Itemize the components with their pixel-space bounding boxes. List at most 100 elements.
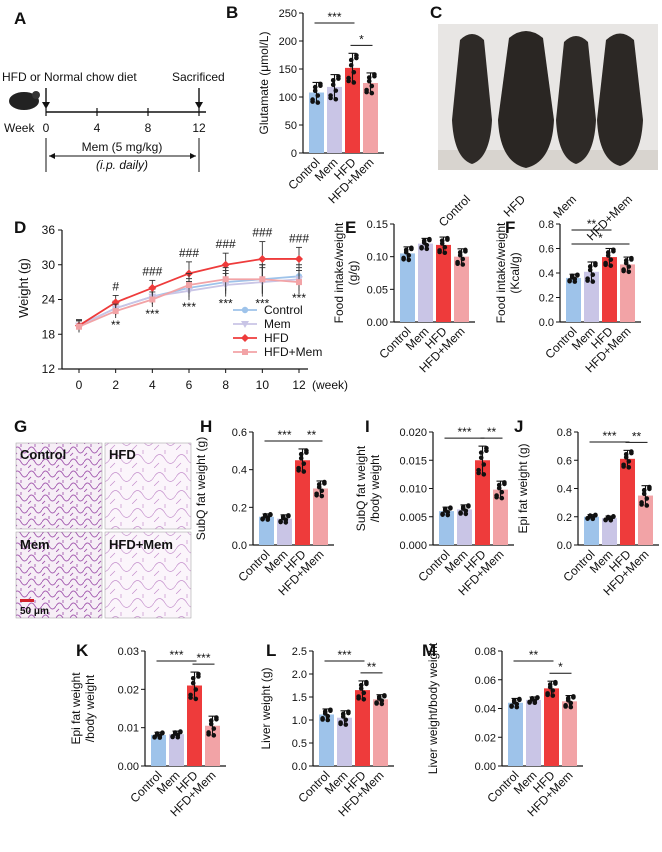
data-point <box>641 487 647 493</box>
legend-label: HFD <box>264 331 289 345</box>
bar-hfd <box>475 460 490 545</box>
y-axis-label: Food intake/weight <box>494 222 508 323</box>
data-point <box>608 517 614 523</box>
photo-floor <box>438 150 658 170</box>
y-tick-label: 0.0 <box>232 540 247 552</box>
mouse-hfd-mem <box>597 33 643 166</box>
scale-bar-label: 50 μm <box>20 606 49 617</box>
data-point <box>621 462 626 468</box>
y-axis-label: (Kcal/g) <box>508 252 522 293</box>
histology-control <box>15 442 103 530</box>
histology-hfd-mem <box>104 531 192 619</box>
y-tick-label: 0.6 <box>232 427 247 439</box>
data-point <box>348 62 354 68</box>
week-label: Week <box>4 121 35 135</box>
data-point <box>647 486 652 492</box>
histology-hfd <box>104 442 192 530</box>
data-point <box>641 491 647 497</box>
y-tick-label: 1.0 <box>292 715 307 727</box>
mouse-hfd <box>498 31 554 168</box>
data-point <box>587 267 593 273</box>
data-point <box>336 76 341 81</box>
panel-a: A HFD or Normal chow diet Sacrificed Wee… <box>2 9 225 172</box>
data-point <box>455 259 460 265</box>
y-tick-label: 100 <box>279 92 297 104</box>
y-tick-label: 0.0 <box>557 540 572 552</box>
bar-mem <box>169 734 184 766</box>
data-point <box>364 681 369 687</box>
data-point <box>160 730 165 736</box>
data-point <box>478 450 484 455</box>
data-point <box>259 276 266 283</box>
significance-label: *** <box>337 648 351 662</box>
bar-hfd-mem <box>638 495 653 545</box>
star-label: *** <box>292 291 306 305</box>
star-label: *** <box>219 297 233 311</box>
data-point <box>568 704 574 710</box>
mem-dose-label: Mem (5 mg/kg) <box>82 140 163 154</box>
bar-hfd <box>187 685 202 766</box>
data-point <box>322 711 328 716</box>
data-point <box>476 467 481 473</box>
data-point <box>190 675 196 681</box>
significance-label: * <box>598 231 603 245</box>
significance-label: ** <box>307 428 317 442</box>
y-tick-label: 0.6 <box>557 455 572 467</box>
data-point <box>514 704 520 710</box>
significance-label: *** <box>277 428 291 442</box>
y-tick-label: 0.5 <box>292 738 307 750</box>
data-point <box>356 694 361 699</box>
data-point <box>484 448 489 454</box>
data-point <box>283 520 289 525</box>
bar-mem <box>337 717 352 766</box>
d-y-tick-label: 36 <box>42 223 56 237</box>
data-point <box>312 88 318 94</box>
bar-hfd <box>295 460 310 545</box>
significance-label: ** <box>529 648 539 662</box>
y-tick-label: 0.8 <box>539 219 554 231</box>
data-point <box>545 691 550 696</box>
hash-label: ### <box>216 237 236 251</box>
y-tick-label: 0.01 <box>118 723 139 735</box>
data-point <box>372 73 377 79</box>
data-point <box>535 695 540 701</box>
data-point <box>605 253 611 258</box>
data-point <box>572 279 578 284</box>
hash-label: ### <box>179 246 199 260</box>
data-point <box>310 97 315 102</box>
data-point <box>178 729 183 735</box>
end-arrowhead <box>195 102 203 109</box>
data-point <box>172 731 178 736</box>
bar-mem <box>327 86 342 153</box>
d-series <box>75 241 303 333</box>
data-point <box>611 248 616 254</box>
data-point <box>439 241 445 246</box>
d-y-tick-label: 12 <box>42 362 56 376</box>
data-point <box>575 273 580 278</box>
y-axis-label: (g/g) <box>346 261 360 286</box>
y-tick-label: 50 <box>285 120 297 132</box>
timeline-tick-label: 8 <box>145 121 152 135</box>
timeline-tick-label: 4 <box>94 121 101 135</box>
data-point <box>265 517 271 522</box>
data-point <box>301 469 307 474</box>
data-point <box>366 75 372 80</box>
y-axis-label: Food intake/weight <box>332 222 346 323</box>
data-point <box>593 262 598 268</box>
d-y-tick-label: 30 <box>42 258 56 272</box>
data-point <box>328 708 333 714</box>
data-point <box>442 250 448 256</box>
data-point <box>296 279 302 286</box>
data-point <box>553 681 558 686</box>
data-point <box>590 279 596 284</box>
data-point <box>587 264 593 269</box>
y-tick-label: 0.0 <box>539 317 554 329</box>
data-point <box>608 263 614 268</box>
data-point <box>478 455 484 461</box>
panel-letter-a: A <box>14 9 26 28</box>
data-point <box>567 278 572 283</box>
y-tick-label: 0.00 <box>118 761 139 773</box>
data-point <box>298 451 304 457</box>
